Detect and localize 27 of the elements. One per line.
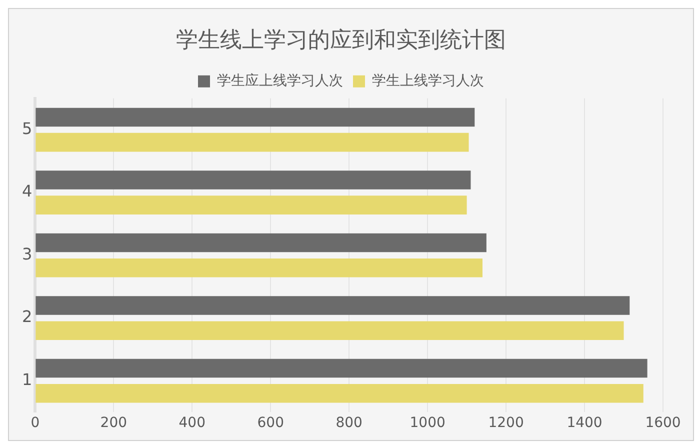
bar: [36, 384, 644, 403]
legend-label: 学生上线学习人次: [372, 73, 484, 90]
y-tick-label: 2: [22, 307, 32, 326]
bar: [36, 108, 475, 127]
bar: [36, 258, 482, 278]
bar: [36, 233, 486, 252]
x-tick-label: 600: [257, 415, 284, 432]
x-tick-label: 1400: [566, 415, 602, 432]
x-tick-label: 1200: [488, 415, 524, 432]
y-tick-label: 4: [22, 182, 32, 201]
y-tick-label: 3: [22, 244, 32, 264]
bar: [36, 132, 469, 152]
x-tick-label: 800: [336, 415, 362, 432]
x-tick-label: 1600: [645, 415, 681, 432]
x-tick-label: 0: [30, 415, 40, 432]
y-tick-label: 5: [22, 118, 32, 138]
bar: [36, 170, 471, 190]
bar: [36, 358, 648, 378]
chart-title: 学生线上学习的应到和实到统计图: [176, 28, 506, 53]
x-tick-label: 1000: [410, 415, 446, 432]
bar: [36, 196, 467, 215]
bar: [36, 296, 630, 315]
legend-label: 学生应上线学习人次: [217, 73, 343, 90]
y-tick-label: 1: [22, 370, 32, 389]
x-tick-label: 200: [100, 415, 128, 432]
bar: [36, 321, 624, 340]
x-tick-label: 400: [178, 415, 206, 432]
